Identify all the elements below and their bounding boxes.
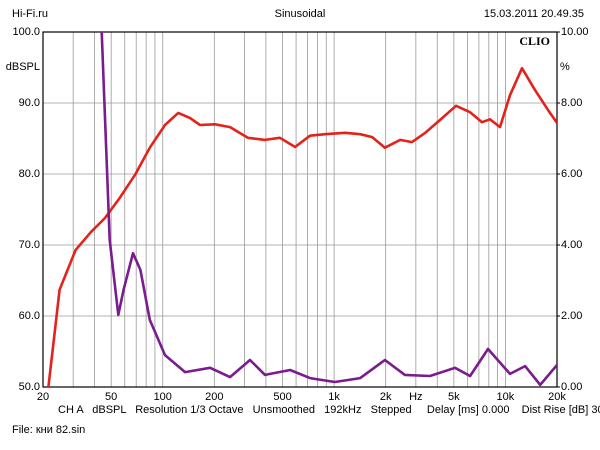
x-tick-label: 2k bbox=[380, 391, 392, 403]
y2-tick-label: 0.00 bbox=[561, 381, 582, 393]
y2-tick-label: 8.00 bbox=[561, 97, 582, 109]
y-axis-label: dBSPL bbox=[6, 61, 40, 73]
series-line bbox=[100, 32, 557, 387]
y-tick-label: 60.0 bbox=[19, 310, 40, 322]
plot-area bbox=[47, 32, 557, 387]
logo: CLIO bbox=[519, 34, 550, 48]
y2-tick-label: 4.00 bbox=[561, 239, 582, 251]
chart-title: Sinusoidal bbox=[275, 8, 326, 20]
x-tick-label: 20 bbox=[37, 391, 49, 403]
y-tick-label: 70.0 bbox=[19, 239, 40, 251]
y-tick-label: 50.0 bbox=[19, 381, 40, 393]
x-tick-label: Hz bbox=[409, 391, 422, 403]
x-tick-label: 10k bbox=[497, 391, 515, 403]
y-tick-label: 100.0 bbox=[12, 26, 40, 38]
x-tick-label: 5k bbox=[448, 391, 460, 403]
y-tick-label: 80.0 bbox=[19, 168, 40, 180]
x-tick-label: 500 bbox=[273, 391, 291, 403]
file-name: File: кни 82.sin bbox=[12, 424, 86, 436]
footer: CH A dBSPL Resolution 1/3 Octave Unsmoot… bbox=[58, 404, 600, 416]
y2-tick-label: 10.00 bbox=[561, 26, 589, 38]
header-left: Hi-Fi.ru bbox=[12, 8, 48, 20]
plot-frame bbox=[42, 31, 558, 388]
series-line bbox=[47, 66, 557, 387]
x-tick-label: 100 bbox=[154, 391, 172, 403]
y2-axis-label: % bbox=[560, 61, 570, 73]
x-tick-label: 50 bbox=[105, 391, 117, 403]
x-tick-label: 200 bbox=[205, 391, 223, 403]
header-right: 15.03.2011 20.49.35 bbox=[484, 8, 584, 20]
y2-tick-label: 6.00 bbox=[561, 168, 582, 180]
y2-tick-label: 2.00 bbox=[561, 310, 582, 322]
x-tick-label: 1k bbox=[328, 391, 340, 403]
x-tick-label: 20k bbox=[548, 391, 566, 403]
y-tick-label: 90.0 bbox=[19, 97, 40, 109]
